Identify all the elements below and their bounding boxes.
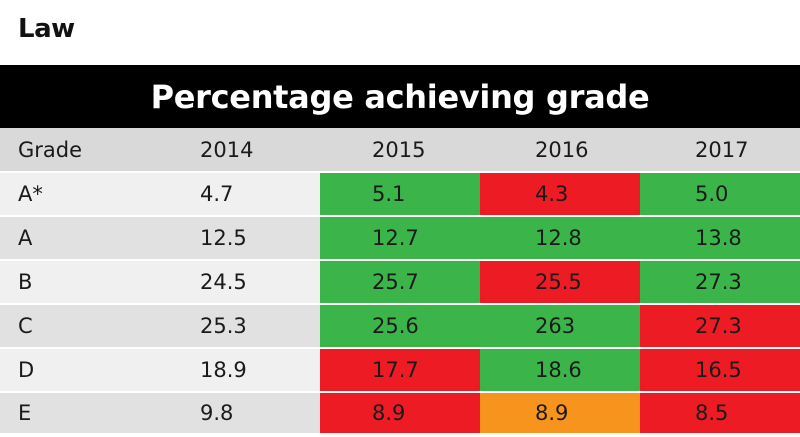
value-cell: 16.5 <box>640 348 800 393</box>
value-cell: 12.7 <box>320 216 480 261</box>
table-row: E 9.8 8.9 8.9 8.5 <box>0 392 800 433</box>
value-cell: 27.3 <box>640 260 800 305</box>
header-row: Grade 2014 2015 2016 2017 <box>0 128 800 173</box>
value-cell: 13.8 <box>640 216 800 261</box>
value-cell: 25.5 <box>480 260 640 305</box>
value-cell: 18.6 <box>480 348 640 393</box>
value-cell: 8.9 <box>320 392 480 433</box>
value-cell: 5.0 <box>640 172 800 217</box>
table-row: A* 4.7 5.1 4.3 5.0 <box>0 172 800 217</box>
grade-label-cell: A <box>0 216 145 261</box>
table-body: A* 4.7 5.1 4.3 5.0 A 12.5 12.7 12.8 13.8 B 24.5 25.7… <box>0 172 800 433</box>
value-cell: 8.5 <box>640 392 800 433</box>
value-cell: 24.5 <box>145 260 320 305</box>
column-header-2017: 2017 <box>640 128 800 173</box>
table-row: A 12.5 12.7 12.8 13.8 <box>0 216 800 261</box>
table-row: C 25.3 25.6 263 27.3 <box>0 304 800 349</box>
column-header-2014: 2014 <box>145 128 320 173</box>
grade-label-cell: B <box>0 260 145 305</box>
table-row: D 18.9 17.7 18.6 16.5 <box>0 348 800 393</box>
value-cell: 18.9 <box>145 348 320 393</box>
grade-label-cell: C <box>0 304 145 349</box>
value-cell: 25.6 <box>320 304 480 349</box>
value-cell: 9.8 <box>145 392 320 433</box>
value-cell: 17.7 <box>320 348 480 393</box>
table-banner: Percentage achieving grade <box>0 65 800 128</box>
grade-label-cell: D <box>0 348 145 393</box>
value-cell: 12.8 <box>480 216 640 261</box>
value-cell: 263 <box>480 304 640 349</box>
grade-table: Grade 2014 2015 2016 2017 A* 4.7 5.1 4.3 5.0… <box>0 128 800 433</box>
value-cell: 8.9 <box>480 392 640 433</box>
banner-title: Percentage achieving grade <box>150 77 650 116</box>
grade-label-cell: A* <box>0 172 145 217</box>
value-cell: 25.3 <box>145 304 320 349</box>
subject-title: Law <box>18 14 75 44</box>
table-row: B 24.5 25.7 25.5 27.3 <box>0 260 800 305</box>
value-cell: 12.5 <box>145 216 320 261</box>
value-cell: 27.3 <box>640 304 800 349</box>
column-header-2016: 2016 <box>480 128 640 173</box>
value-cell: 5.1 <box>320 172 480 217</box>
value-cell: 4.3 <box>480 172 640 217</box>
grade-label-cell: E <box>0 392 145 433</box>
value-cell: 25.7 <box>320 260 480 305</box>
column-header-grade: Grade <box>0 128 145 173</box>
value-cell: 4.7 <box>145 172 320 217</box>
column-header-2015: 2015 <box>320 128 480 173</box>
